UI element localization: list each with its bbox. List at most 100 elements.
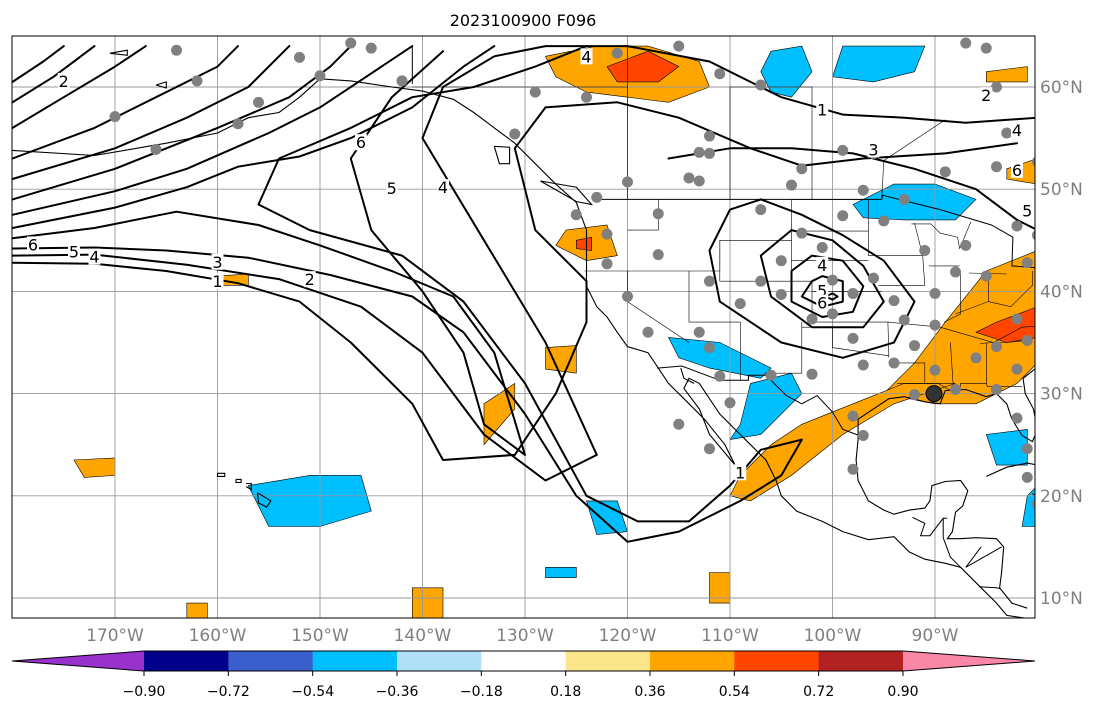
station-dot (991, 81, 1002, 93)
longitude-tick-label: 150°W (291, 626, 349, 646)
station-dot (837, 210, 849, 222)
contour-line (12, 45, 352, 201)
coastline (493, 145, 511, 165)
station-dot (847, 410, 859, 422)
coastline (12, 78, 1028, 618)
station-dot (1021, 334, 1033, 346)
station-dot (970, 352, 982, 364)
contour-label-background (816, 294, 829, 311)
state-boundary (950, 342, 954, 389)
station-dot (980, 270, 992, 282)
colorbar-tick-label: −0.18 (460, 684, 503, 700)
longitude-tick-label: 110°W (701, 626, 759, 646)
station-dot (1021, 443, 1033, 455)
coastline (245, 482, 252, 491)
country-border (965, 546, 1002, 568)
station-dot (786, 179, 797, 191)
contour-line (667, 147, 1035, 230)
contour-label: 3 (868, 140, 878, 159)
station-dot (714, 370, 726, 382)
country-border (593, 194, 1035, 269)
station-dot (929, 364, 941, 376)
station-dot (570, 209, 582, 221)
anomaly-region (545, 567, 577, 578)
station-dot (253, 96, 264, 108)
coastlines (12, 49, 1035, 618)
colorbar-extend-low (12, 651, 144, 671)
contour-label-background (980, 87, 993, 104)
station-dot (929, 319, 941, 331)
colorbar-segment (818, 651, 904, 671)
colorbar-tick-label: 0.18 (550, 684, 581, 700)
station-dot (847, 287, 859, 299)
station-dot (734, 298, 746, 310)
station-dot (1032, 230, 1035, 241)
station-dot (847, 332, 859, 344)
station-dot (796, 227, 808, 239)
station-dot (365, 42, 377, 54)
contour-label-background (816, 256, 829, 273)
station-dot (232, 118, 244, 130)
country-border (979, 586, 1001, 590)
colorbar-segment (565, 651, 651, 671)
latitude-tick-label: 30°N (1040, 385, 1083, 405)
anomaly-shading (73, 45, 1035, 618)
highlight-station-marker (925, 385, 943, 403)
latitude-tick-label: 60°N (1040, 78, 1083, 98)
contour-line (12, 45, 65, 83)
station-dot (857, 359, 869, 371)
contour-line (708, 198, 916, 359)
station-dot (693, 175, 705, 187)
station-dot (950, 384, 961, 396)
station-dot (109, 111, 121, 123)
station-dot (150, 143, 162, 155)
contour-line (12, 50, 526, 456)
colorbar-tick-label: −0.72 (207, 684, 250, 700)
station-dot (755, 204, 767, 216)
contour-label-background (211, 273, 224, 290)
anomaly-region (412, 587, 444, 618)
station-dot (868, 272, 879, 284)
station-dot (704, 275, 715, 287)
station-dot (693, 146, 705, 158)
station-dot (775, 255, 787, 267)
contour-label-background (68, 243, 80, 260)
contour-label: 5 (387, 179, 397, 198)
contour-label-background (1011, 121, 1023, 138)
contour-line (12, 45, 96, 104)
contour-line (12, 45, 1035, 482)
coastline (235, 478, 242, 484)
anomaly-region (760, 45, 813, 98)
station-dot (704, 443, 715, 455)
contour-label-background (27, 236, 39, 253)
colorbar-extend-high (903, 651, 1035, 671)
contour-label-background (734, 464, 747, 481)
country-border (657, 365, 860, 436)
colorbar-segment (734, 651, 820, 671)
station-dot (919, 245, 931, 257)
station-dot (673, 418, 685, 430)
contour-label: 2 (305, 270, 315, 289)
country-border (942, 537, 961, 568)
state-boundary (988, 271, 1033, 308)
station-dot (601, 228, 613, 240)
station-dot (704, 147, 715, 159)
longitude-labels: 170°W 160°W 150°W 140°W 130°W 120°W 110°W 100°W… (86, 626, 959, 646)
anomaly-region (1021, 487, 1035, 527)
latitude-tick-label: 10°N (1040, 589, 1083, 609)
contour-line (759, 229, 885, 329)
coastline (855, 439, 1028, 609)
station-dot (878, 215, 890, 227)
colorbar-tick-label: 0.36 (634, 684, 665, 700)
station-dot (1032, 499, 1035, 509)
contour-label-background (816, 101, 829, 118)
contour-label: 1 (817, 101, 827, 120)
station-dot (591, 191, 603, 203)
coastline (986, 462, 1035, 477)
station-dot (714, 68, 726, 80)
anomaly-region (832, 45, 926, 83)
station-dot (765, 369, 777, 381)
contour-lines (12, 45, 1035, 543)
